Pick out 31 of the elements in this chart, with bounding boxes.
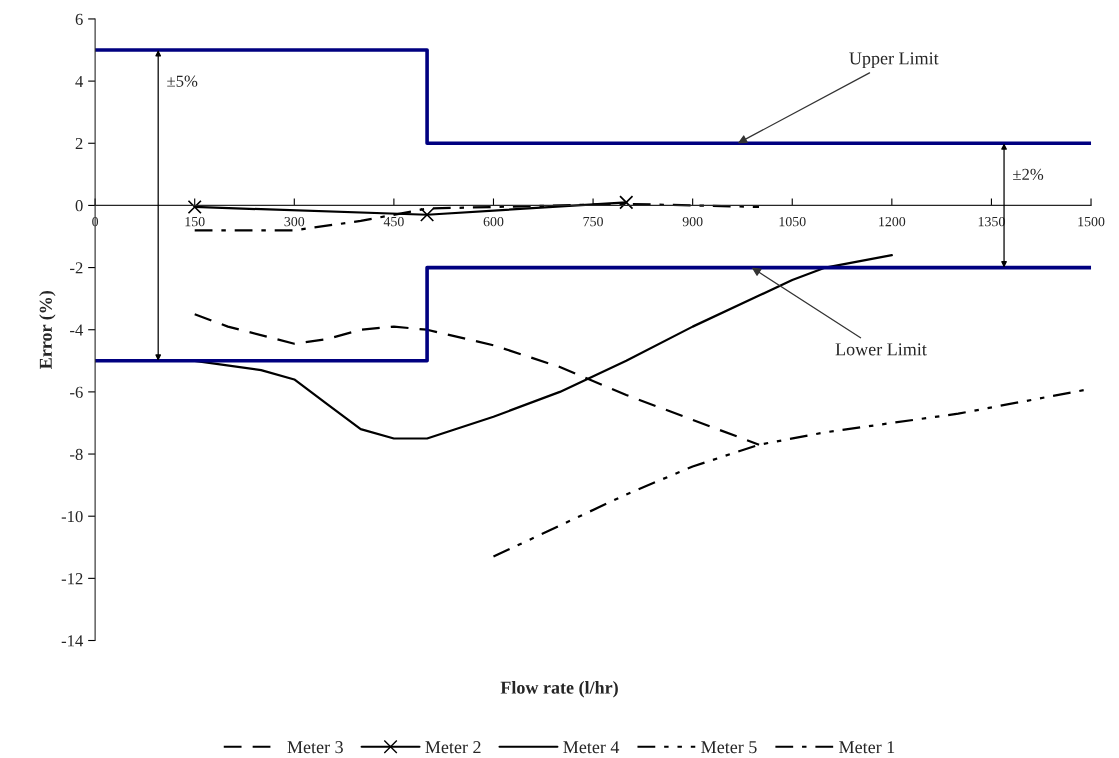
x-tick-label: 1050: [779, 216, 806, 227]
x-tick-label: 1500: [1078, 216, 1105, 227]
x-tick-label: 450: [383, 216, 404, 227]
y-tick-label: 4: [75, 75, 84, 87]
x-tick-label: 150: [185, 216, 205, 227]
y-tick-label: 6: [75, 13, 83, 25]
legend-label: Meter 4: [563, 741, 620, 754]
y-tick-label: 0: [75, 200, 83, 212]
x-tick-label: 1200: [879, 216, 906, 227]
y-tick-label: -8: [70, 448, 83, 460]
legend-label: Meter 2: [425, 741, 481, 754]
y-tick-label: -12: [61, 573, 83, 585]
y-tick-label: -14: [61, 635, 84, 647]
x-tick-label: 600: [483, 216, 504, 227]
x-tick-label: 300: [284, 216, 305, 227]
x-axis-title: Flow rate (l/hr): [500, 681, 618, 698]
legend-label: Meter 5: [701, 741, 757, 754]
legend-label: Meter 1: [839, 741, 895, 754]
annotation: ±5%: [167, 75, 198, 87]
y-tick-label: -6: [70, 386, 83, 398]
y-tick-label: 2: [75, 138, 83, 150]
x-tick-label: 750: [583, 216, 603, 227]
annotation: ±2%: [1013, 168, 1044, 181]
y-tick-label: -2: [70, 262, 83, 274]
y-tick-label: -10: [61, 510, 83, 523]
y-axis-title: Error (%): [39, 290, 56, 369]
x-tick-label: 900: [682, 216, 703, 227]
legend-label: Meter 3: [287, 741, 343, 754]
annotation: Lower Limit: [835, 343, 927, 356]
annotation: Upper Limit: [849, 52, 939, 69]
y-tick-label: -4: [70, 324, 84, 336]
